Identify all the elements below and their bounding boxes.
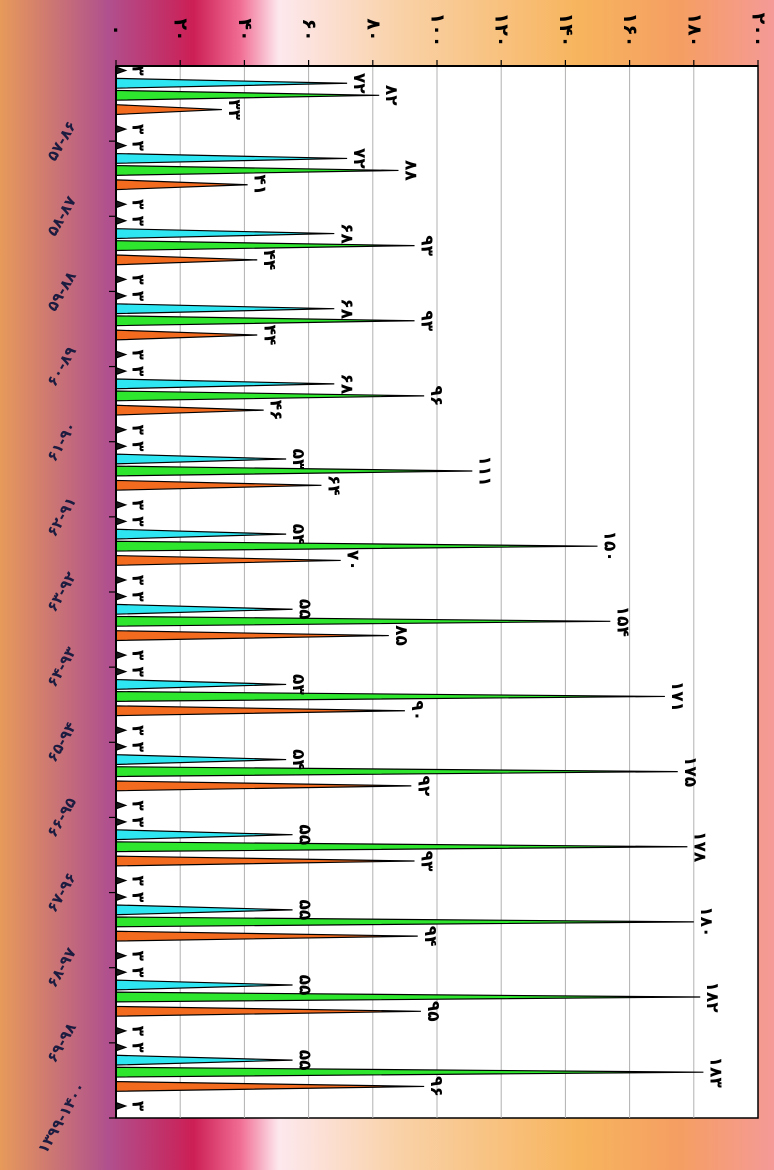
value-tick-label: ۲۰ <box>170 18 192 41</box>
series-5-data-label: ۳ <box>128 575 148 586</box>
value-tick-label: ۰ <box>106 24 128 36</box>
series-5-data-label: ۳ <box>128 725 148 736</box>
value-tick-label: ۴۰ <box>234 18 256 41</box>
series-2-data-label: ۵۳ <box>288 449 308 470</box>
series-3-data-label: ۱۸۳ <box>705 1057 725 1089</box>
series-5-data-label: ۳ <box>128 124 148 135</box>
series-3-data-label: ۹۶ <box>426 385 446 406</box>
series-5-data-label: ۳ <box>128 424 148 435</box>
series-5-data-label: ۳ <box>128 1101 148 1112</box>
gridlines <box>179 66 695 1118</box>
series-1-data-label: ۳ <box>128 817 148 828</box>
series-2-data-label: ۵۵ <box>295 975 315 996</box>
series-4-data-label: ۴۴ <box>259 325 279 346</box>
series-1-data-label: ۳ <box>128 291 148 302</box>
series-2-data-label: ۵۴ <box>288 749 308 770</box>
series-5-data-label: ۳ <box>128 950 148 961</box>
series-4-data-label: ۴۱ <box>250 174 270 195</box>
series-2-data-label: ۵۳ <box>288 674 308 695</box>
series-3-data-label: ۱۸۰ <box>696 906 716 937</box>
series-2-data-label: ۷۲ <box>349 73 369 94</box>
series-3-data-label: ۱۵۰ <box>600 531 620 562</box>
series-1-data-label: ۳ <box>128 516 148 527</box>
series-1-data-label: ۳ <box>128 666 148 677</box>
series-1-data-label: ۳ <box>128 742 148 753</box>
series-1-data-label: ۳ <box>128 967 148 978</box>
series-1-data-label: ۳ <box>128 441 148 452</box>
series-5-data-label: ۳ <box>128 500 148 511</box>
series-2-data-label: ۵۵ <box>295 1050 315 1071</box>
value-tick-label: ۲۰۰ <box>748 13 770 48</box>
series-5-data-label: ۳ <box>128 800 148 811</box>
series-5-data-label: ۳ <box>128 349 148 360</box>
series-4-data-label: ۳۳ <box>224 99 244 120</box>
series-1-data-label: ۳ <box>128 892 148 903</box>
series-3-data-label: ۱۵۴ <box>612 606 632 637</box>
series-4-data-label: ۹۵ <box>423 1001 443 1022</box>
series-3-data-label: ۱۸۲ <box>702 981 722 1013</box>
series-4-data-label: ۶۴ <box>323 475 343 496</box>
value-tick-label: ۱۲۰ <box>491 13 513 48</box>
series-3-data-label: ۱۱۱ <box>474 455 494 486</box>
series-2-data-label: ۷۲ <box>349 148 369 169</box>
series-3-data-label: ۱۷۱ <box>667 681 687 712</box>
data-labels: ۳۳۳۳۳۳۳۳۳۳۳۳۳۳۷۲۷۲۶۸۶۸۶۸۵۳۵۴۵۵۵۳۵۴۵۵۵۵۵۵… <box>128 65 726 1111</box>
series-4-data-label: ۴۴ <box>259 249 279 270</box>
series-2-data-label: ۶۸ <box>336 223 356 244</box>
series-2-data-label: ۶۸ <box>336 373 356 394</box>
series-4-data-label: ۹۶ <box>426 1076 446 1097</box>
series-1-data-label: ۳ <box>128 216 148 227</box>
series-1-data-label: ۳ <box>128 140 148 151</box>
series-marks <box>115 66 704 1111</box>
series-2-data-label: ۵۵ <box>295 824 315 845</box>
series-2-data-label: ۶۸ <box>336 298 356 319</box>
series-4-data-label: ۹۰ <box>407 700 427 721</box>
value-tick-label: ۱۸۰ <box>683 13 705 48</box>
value-tick-label: ۱۴۰ <box>555 13 577 48</box>
series-5-data-label: ۳ <box>128 875 148 886</box>
series-4-data-label: ۹۲ <box>413 775 433 796</box>
series-2-data-label: ۵۵ <box>295 899 315 920</box>
series-3-data-label: ۹۳ <box>417 310 437 331</box>
series-5-data-label: ۳ <box>128 1026 148 1037</box>
series-1-data-label: ۳ <box>128 366 148 377</box>
series-5-data-label: ۳ <box>128 650 148 661</box>
value-tick-label: ۱۰۰ <box>427 13 449 48</box>
series-1-data-label: ۳ <box>128 591 148 602</box>
series-2-data-label: ۵۵ <box>295 599 315 620</box>
series-5-data-label: ۳ <box>128 199 148 210</box>
series-1-data-label: ۳ <box>128 65 148 76</box>
series-1-data-label: ۳ <box>128 1042 148 1053</box>
series-3-data-label: ۸۲ <box>381 85 401 106</box>
series-2-data-label: ۵۴ <box>288 524 308 545</box>
series-4-data-label: ۹۴ <box>420 926 440 947</box>
series-4-data-label: ۷۰ <box>343 550 363 571</box>
series-4-data-label: ۴۶ <box>266 400 286 421</box>
value-tick-label: ۸۰ <box>362 18 384 41</box>
value-tick-label: ۶۰ <box>298 18 320 41</box>
series-4-data-label: ۸۵ <box>391 625 411 646</box>
series-4-data-label: ۹۳ <box>417 851 437 872</box>
series-3-data-label: ۱۷۵ <box>680 756 700 787</box>
series-3-data-label: ۸۸ <box>400 160 420 181</box>
series-3-data-label: ۹۳ <box>417 235 437 256</box>
value-tick-label: ۱۶۰ <box>619 13 641 48</box>
series-5-data-label: ۳ <box>128 274 148 285</box>
series-3-data-label: ۱۷۸ <box>689 831 709 863</box>
